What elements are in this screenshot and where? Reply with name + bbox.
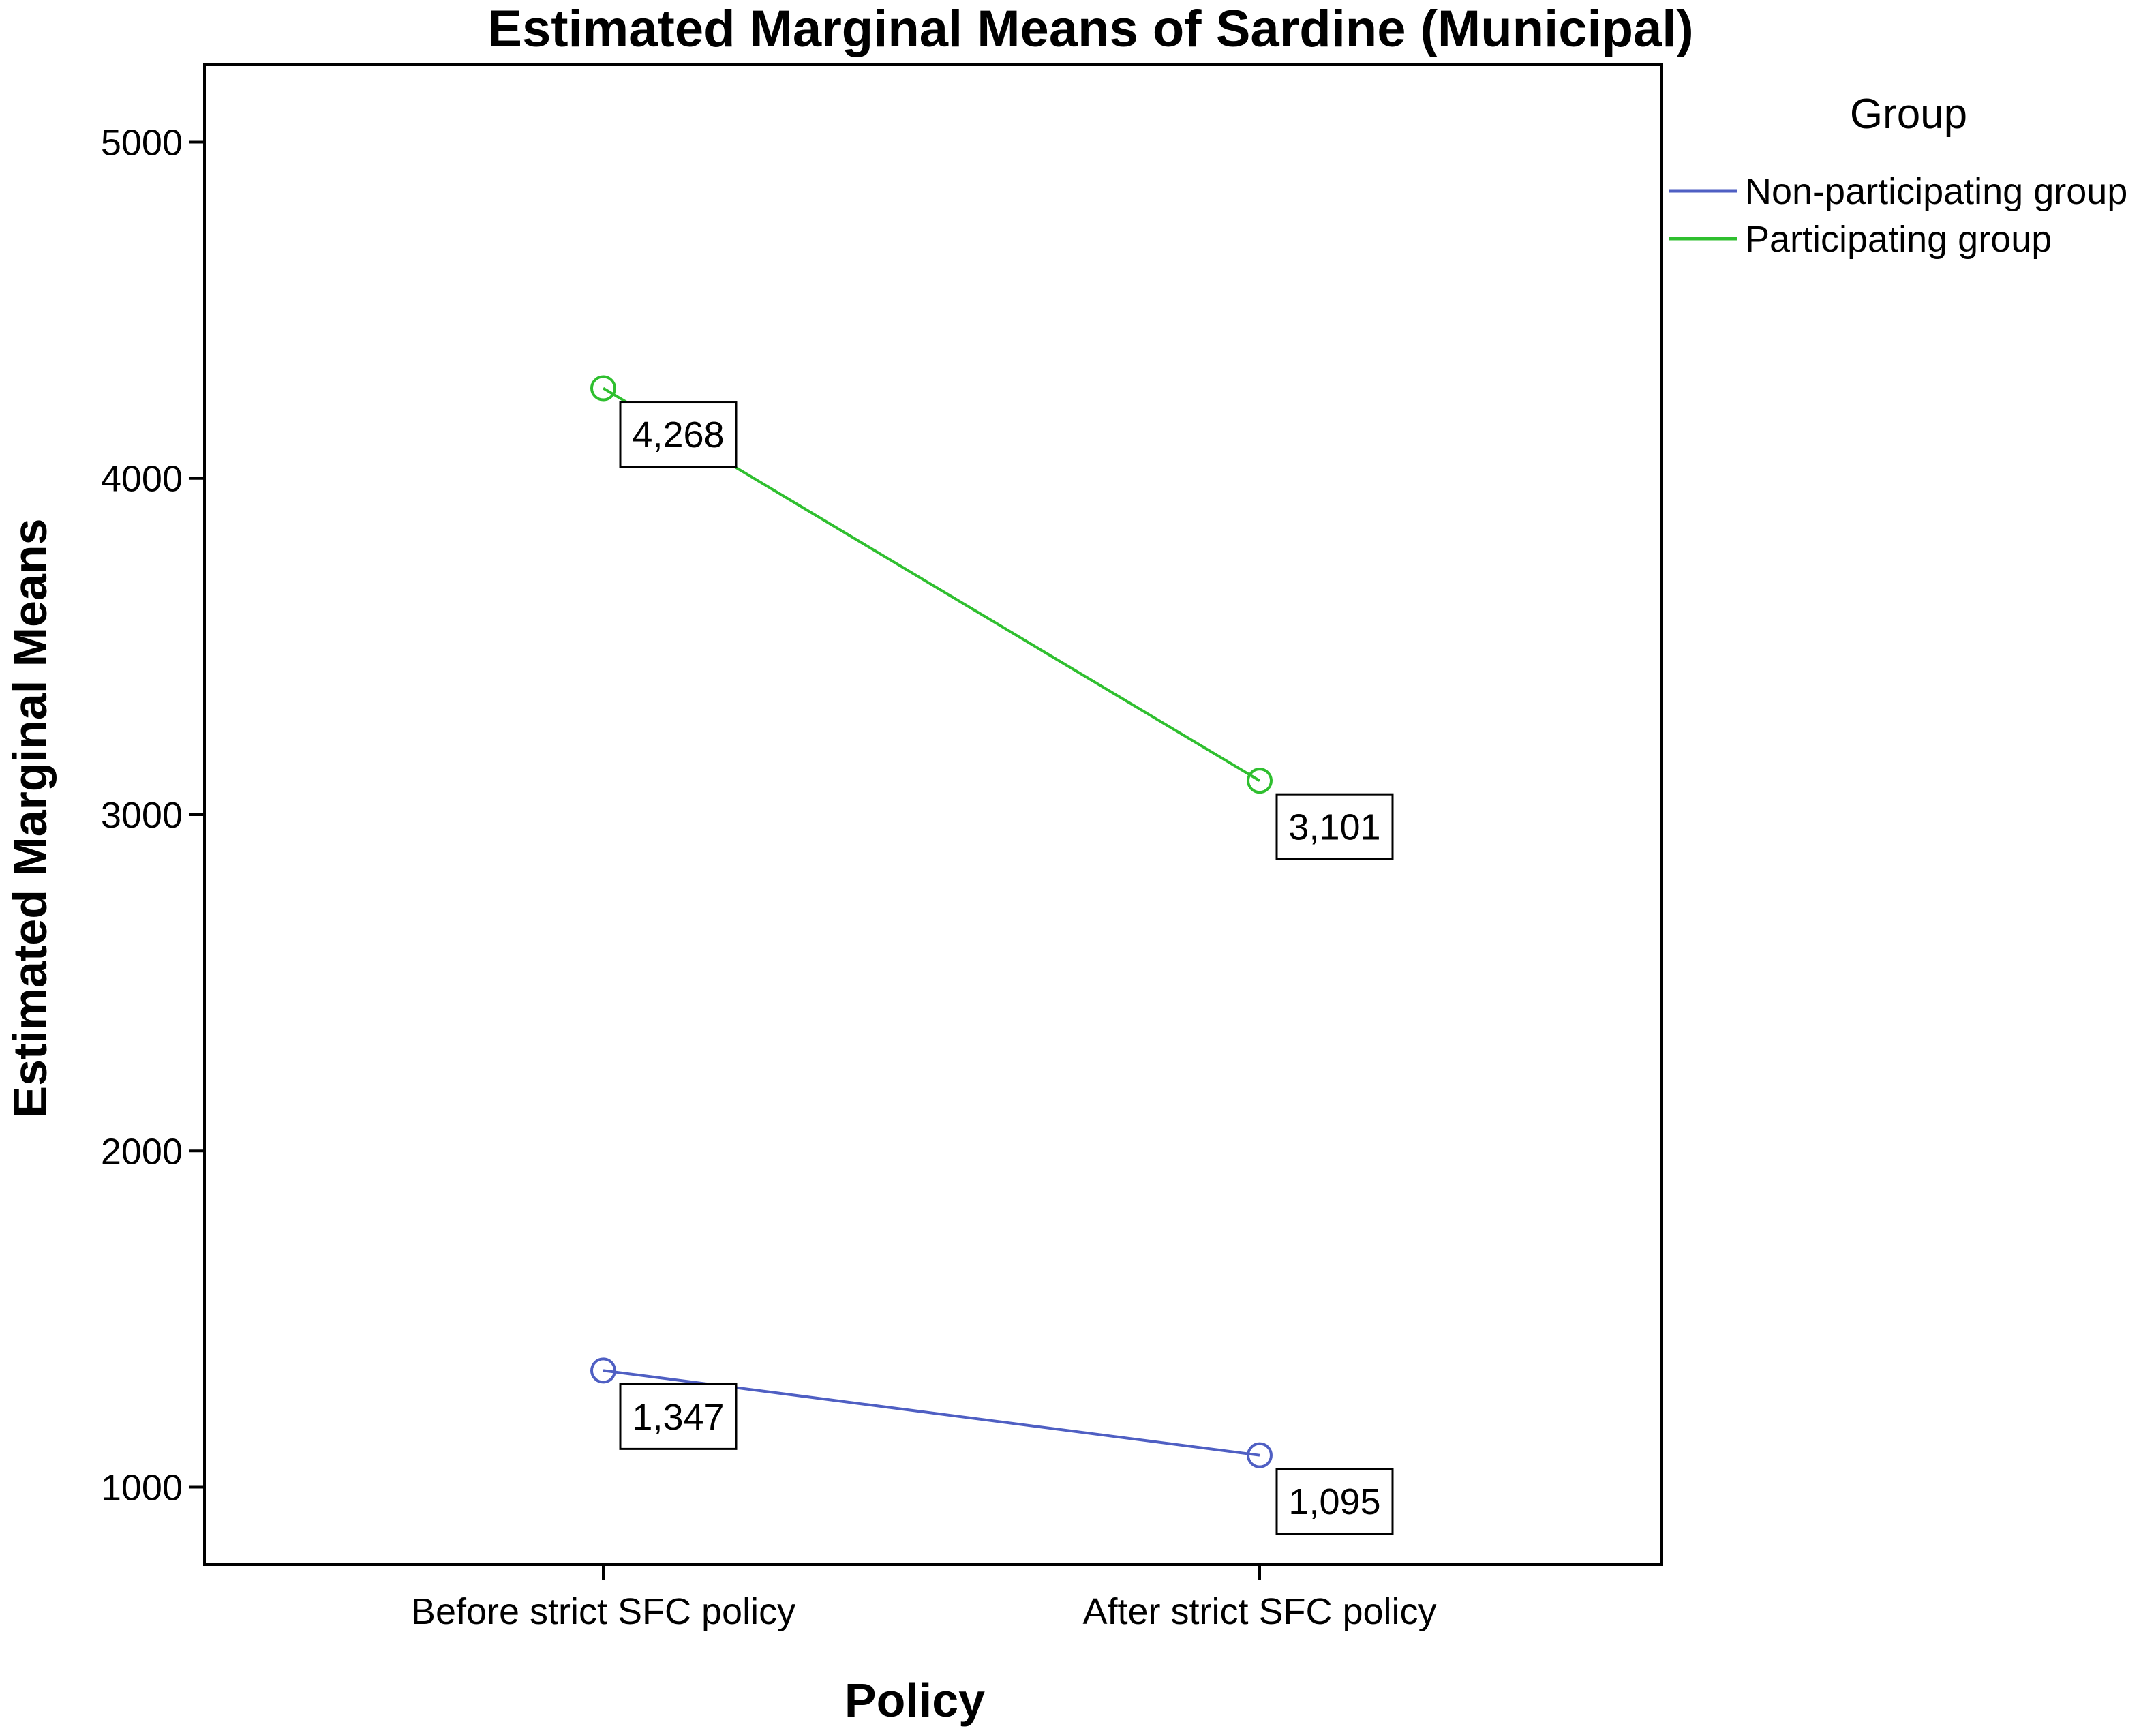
data-point: [1247, 768, 1273, 794]
y-tick-label: 1000: [101, 1468, 183, 1509]
data-label: 3,101: [1275, 793, 1394, 860]
plot-frame: [203, 63, 1663, 1566]
data-label-text: 1,347: [632, 1397, 724, 1438]
legend-label: Participating group: [1745, 219, 2052, 260]
x-axis-title: Policy: [845, 1674, 985, 1727]
data-point: [590, 1357, 616, 1384]
legend-label: Non-participating group: [1745, 171, 2127, 212]
data-label: 1,347: [619, 1383, 738, 1450]
x-axis: Before strict SFC policy After strict SFC…: [411, 1565, 1437, 1632]
data-point: [1247, 1442, 1273, 1468]
series-layer: [590, 375, 1273, 1468]
legend: Group Non-participating group Participati…: [1669, 91, 2127, 260]
data-label: 1,095: [1275, 1468, 1394, 1535]
x-tick-label: Before strict SFC policy: [411, 1591, 795, 1632]
chart-title: Estimated Marginal Means of Sardine (Mun…: [487, 0, 1693, 58]
data-label-text: 4,268: [632, 414, 724, 455]
data-label-box: [619, 401, 738, 468]
y-axis-title: Estimated Marginal Means: [3, 518, 57, 1117]
y-axis: 1000 2000 3000 4000 5000: [101, 122, 204, 1509]
data-label-box: [619, 1383, 738, 1450]
data-label-text: 3,101: [1288, 807, 1380, 848]
data-point: [590, 375, 616, 402]
y-tick-label: 2000: [101, 1131, 183, 1172]
y-tick-label: 4000: [101, 459, 183, 500]
data-label-box: [1275, 1468, 1394, 1535]
data-label: 4,268: [619, 401, 738, 468]
y-tick-label: 5000: [101, 122, 183, 163]
x-tick-label: After strict SFC policy: [1082, 1591, 1436, 1632]
data-label-box: [1275, 793, 1394, 860]
legend-title: Group: [1850, 91, 1967, 138]
data-label-text: 1,095: [1288, 1481, 1380, 1522]
y-tick-label: 3000: [101, 795, 183, 836]
data-label-layer: 1,347 1,095 4,268 3,101: [619, 401, 1394, 1535]
